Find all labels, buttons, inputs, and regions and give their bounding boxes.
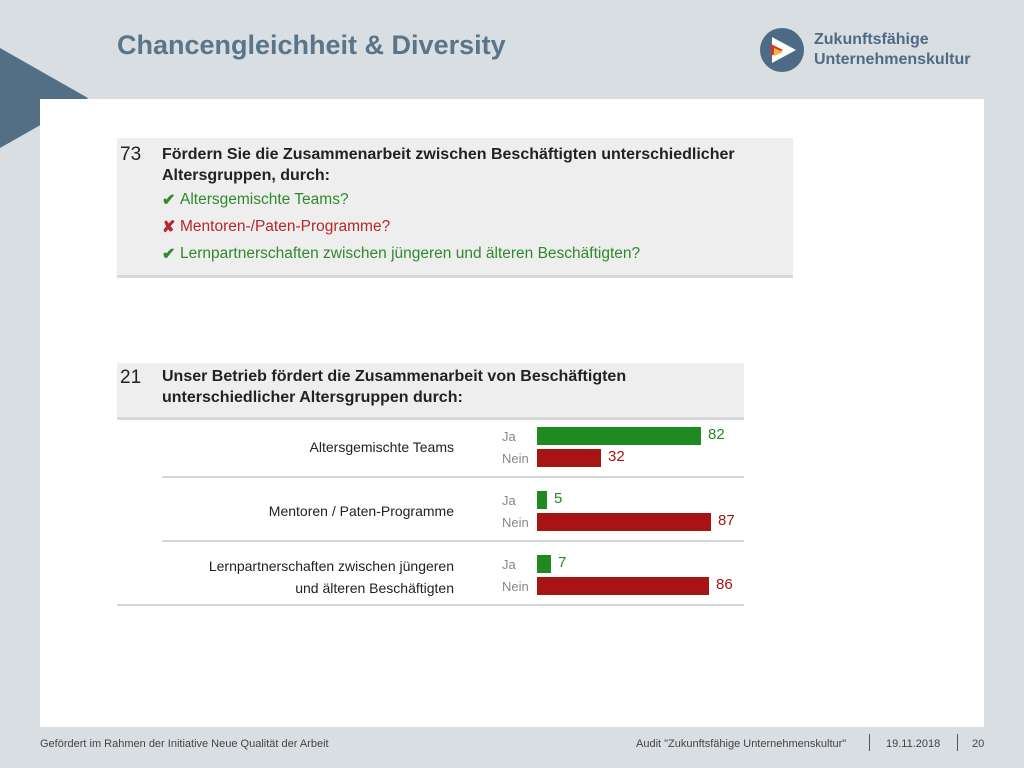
question-item-label: Lernpartnerschaften zwischen jüngeren un… xyxy=(180,245,641,262)
data-label: 86 xyxy=(716,576,733,593)
page-title: Chancengleichheit & Diversity xyxy=(117,30,506,60)
page-number: 20 xyxy=(972,738,985,750)
question-item: ✘ Mentoren-/Paten-Programme? xyxy=(162,217,390,237)
row-divider xyxy=(162,540,744,542)
data-label: 32 xyxy=(608,448,625,465)
logo-text: Zukunftsfähige Unternehmenskultur xyxy=(814,30,970,70)
logo-line-1: Zukunftsfähige xyxy=(814,31,929,48)
series-label: Nein xyxy=(502,515,529,530)
logo-arrow-icon xyxy=(760,28,804,72)
series-label: Nein xyxy=(502,579,529,594)
data-label: 87 xyxy=(718,512,735,529)
bar xyxy=(537,577,709,595)
logo-line-2: Unternehmenskultur xyxy=(814,51,971,68)
row-divider xyxy=(117,604,744,606)
series-label: Ja xyxy=(502,557,516,572)
footer-divider xyxy=(869,734,870,751)
category-label-line: und älteren Beschäftigten xyxy=(295,580,454,596)
category-label-line: Mentoren / Paten-Programme xyxy=(268,503,454,519)
question-item: ✔ Altersgemischte Teams? xyxy=(162,190,349,210)
bar xyxy=(537,555,551,573)
question-item-label: Mentoren-/Paten-Programme? xyxy=(180,218,391,235)
category-label-line: Altersgemischte Teams xyxy=(309,439,454,455)
series-label: Nein xyxy=(502,451,529,466)
cross-icon: ✘ xyxy=(162,219,176,236)
data-label: 82 xyxy=(708,426,725,443)
bar xyxy=(537,427,701,445)
check-icon: ✔ xyxy=(162,246,176,263)
question-21-box: 21 Unser Betrieb fördert die Zusammenarb… xyxy=(117,363,744,420)
category-label-line: Lernpartnerschaften zwischen jüngeren xyxy=(208,558,454,574)
logo: Zukunftsfähige Unternehmenskultur xyxy=(760,28,970,72)
data-label: 5 xyxy=(554,490,563,507)
footer-date: 19.11.2018 xyxy=(886,738,941,750)
content-panel: 73 Fördern Sie die Zusammenarbeit zwisch… xyxy=(40,99,984,727)
category-label: Lernpartnerschaften zwischen jüngeren und… xyxy=(209,555,454,599)
check-icon: ✔ xyxy=(162,192,176,209)
footer-audit: Audit "Zukunftsfähige Unternehmenskultur… xyxy=(636,738,847,750)
series-label: Ja xyxy=(502,429,516,444)
row-divider xyxy=(162,476,744,478)
question-number: 73 xyxy=(120,144,142,165)
question-item-label: Altersgemischte Teams? xyxy=(180,191,349,208)
footer-funding-note: Gefördert im Rahmen der Initiative Neue … xyxy=(40,738,329,750)
question-item: ✔ Lernpartnerschaften zwischen jüngeren … xyxy=(162,244,640,264)
footer-divider xyxy=(957,734,958,751)
bar xyxy=(537,449,601,467)
category-label: Altersgemischte Teams xyxy=(310,436,454,458)
question-number: 21 xyxy=(120,367,142,388)
data-label: 7 xyxy=(558,554,567,571)
bar xyxy=(537,491,547,509)
bar xyxy=(537,513,711,531)
category-label: Mentoren / Paten-Programme xyxy=(269,500,454,522)
series-label: Ja xyxy=(502,493,516,508)
question-text: Unser Betrieb fördert die Zusammenarbeit… xyxy=(162,368,627,406)
question-73-box: 73 Fördern Sie die Zusammenarbeit zwisch… xyxy=(117,138,793,278)
question-text: Fördern Sie die Zusammenarbeit zwischen … xyxy=(162,146,735,184)
bar-chart: Altersgemischte Teams Ja 82 Nein 32 Mentoren … xyxy=(117,420,744,611)
